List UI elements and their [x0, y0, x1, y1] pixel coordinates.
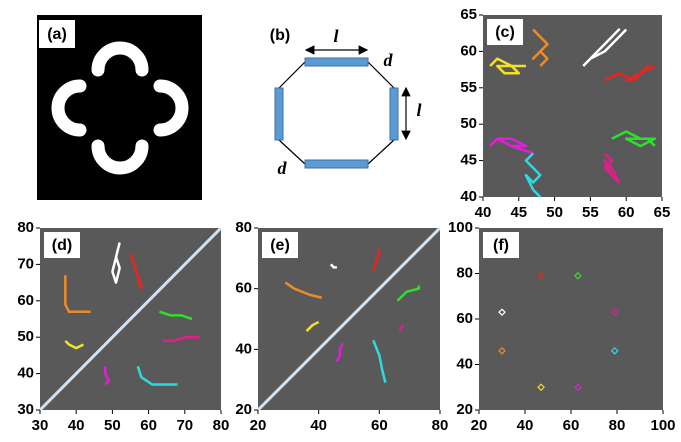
x-tick-label: 60: [563, 417, 580, 434]
y-tick-label: 50: [460, 115, 477, 132]
y-tick-label: 30: [17, 401, 34, 418]
y-tick-label: 40: [460, 188, 477, 205]
y-tick-label: 70: [17, 255, 34, 272]
y-tick-label: 40: [456, 355, 473, 372]
x-tick-label: 20: [250, 417, 267, 434]
x-tick-label: 100: [650, 417, 675, 434]
panel-label: (d): [52, 237, 72, 254]
x-tick-label: 65: [654, 204, 671, 221]
y-tick-label: 80: [17, 219, 34, 236]
figure: (a) (b) l l d d 40 45 50 55 60 65 40 45 50 55 60 65…: [0, 0, 681, 437]
chart-panel: 30 40 50 60 70 80 30 40 50 60 70 80 (d): [17, 219, 229, 434]
chart-panel: 20 40 60 80 20 40 60 80 (e): [235, 219, 448, 434]
x-tick-label: 40: [310, 417, 327, 434]
y-tick-label: 20: [235, 401, 252, 418]
y-tick-label: 80: [456, 264, 473, 281]
x-tick-label: 20: [471, 417, 488, 434]
y-tick-label: 20: [456, 401, 473, 418]
panel-b: (b) l l d d: [270, 26, 422, 178]
x-tick-label: 60: [140, 417, 157, 434]
length-label: l: [416, 100, 421, 120]
x-tick-label: 40: [68, 417, 85, 434]
chart-panel: 20 40 60 80 100 20 40 60 80 100 (f): [448, 219, 676, 434]
x-tick-label: 60: [618, 204, 635, 221]
x-tick-label: 40: [517, 417, 534, 434]
x-tick-label: 60: [371, 417, 388, 434]
panel-label: (c): [495, 24, 515, 41]
y-tick-label: 80: [235, 219, 252, 236]
y-tick-label: 65: [460, 6, 477, 23]
y-tick-label: 60: [235, 280, 252, 297]
panel-label: (b): [270, 27, 290, 44]
x-tick-label: 55: [582, 204, 599, 221]
y-tick-label: 100: [448, 219, 473, 236]
gap-label: d: [384, 50, 394, 70]
y-tick-label: 40: [17, 365, 34, 382]
panel-label: (e): [270, 237, 290, 254]
x-tick-label: 50: [104, 417, 121, 434]
gap-label: d: [278, 158, 288, 178]
y-tick-label: 40: [235, 340, 252, 357]
panel-label: (f): [493, 237, 509, 254]
x-tick-label: 45: [510, 204, 527, 221]
x-tick-label: 80: [213, 417, 230, 434]
panel-a: (a): [37, 15, 202, 200]
x-tick-label: 70: [176, 417, 193, 434]
x-tick-label: 30: [32, 417, 49, 434]
x-tick-label: 40: [475, 204, 492, 221]
x-tick-label: 50: [546, 204, 563, 221]
x-tick-label: 80: [609, 417, 626, 434]
y-tick-label: 55: [460, 79, 477, 96]
y-tick-label: 50: [17, 328, 34, 345]
y-tick-label: 60: [460, 42, 477, 59]
panel-label: (a): [47, 26, 67, 43]
chart-panel: 40 45 50 55 60 65 40 45 50 55 60 65 (c): [460, 6, 670, 221]
bars: [275, 58, 398, 168]
x-tick-label: 80: [432, 417, 449, 434]
y-tick-label: 60: [456, 310, 473, 327]
y-tick-label: 45: [460, 152, 477, 169]
length-label: l: [333, 26, 338, 46]
y-tick-label: 60: [17, 292, 34, 309]
